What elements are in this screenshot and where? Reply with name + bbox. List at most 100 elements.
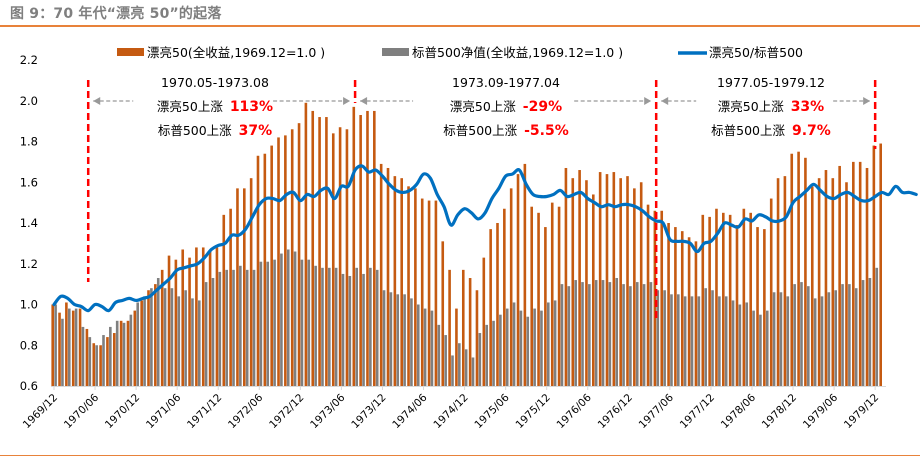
bar-nifty50 xyxy=(722,212,725,386)
legend: 漂亮50(全收益,1969.12=1.0 ) 标普500净值(全收益,1969.… xyxy=(117,45,803,60)
legend-label-nifty50: 漂亮50(全收益,1969.12=1.0 ) xyxy=(147,45,325,60)
arrow-right-icon xyxy=(343,97,351,105)
bar-sp500 xyxy=(841,284,844,386)
x-tick-label: 1976/06 xyxy=(555,391,595,431)
bar-nifty50 xyxy=(742,208,746,386)
bar-nifty50 xyxy=(749,212,752,386)
bar-nifty50 xyxy=(516,174,520,386)
bar-sp500 xyxy=(321,267,324,386)
bar-nifty50 xyxy=(181,249,185,386)
bar-nifty50 xyxy=(420,198,424,386)
bar-sp500 xyxy=(546,302,550,386)
ratio-line-group xyxy=(52,164,918,313)
x-tick-label: 1972/12 xyxy=(267,392,306,431)
bar-sp500 xyxy=(341,273,345,386)
bar-sp500 xyxy=(485,324,489,386)
bar-sp500 xyxy=(143,296,146,386)
bar-nifty50 xyxy=(284,135,287,386)
bar-nifty50 xyxy=(468,278,472,386)
bar-nifty50 xyxy=(646,204,650,386)
bar-sp500 xyxy=(451,355,454,386)
bar-nifty50 xyxy=(763,229,766,386)
bar-nifty50 xyxy=(106,337,109,386)
bar-nifty50 xyxy=(701,214,705,386)
bar-nifty50 xyxy=(653,210,657,386)
bar-sp500 xyxy=(471,357,475,386)
annotation-period: 1977.05-1979.12 xyxy=(717,75,825,90)
bar-nifty50 xyxy=(735,225,739,386)
ratio-line xyxy=(52,164,918,313)
bar-sp500 xyxy=(163,288,167,386)
bar-nifty50 xyxy=(448,269,451,386)
bar-sp500 xyxy=(724,296,728,386)
bar-nifty50 xyxy=(715,208,718,386)
bar-nifty50 xyxy=(407,186,410,386)
bar-nifty50 xyxy=(865,167,869,386)
bar-sp500 xyxy=(656,290,660,386)
bar-nifty50 xyxy=(229,208,232,386)
bar-nifty50 xyxy=(838,165,841,386)
bar-nifty50 xyxy=(414,188,417,386)
bar-sp500 xyxy=(868,278,872,386)
bar-nifty50 xyxy=(557,206,561,386)
bar-sp500 xyxy=(54,304,57,386)
bar-nifty50 xyxy=(728,214,732,386)
bar-sp500 xyxy=(533,308,536,386)
bar-nifty50 xyxy=(92,343,96,386)
annotation-2: 1973.09-1977.04 漂亮50上涨 -29% 标普500上涨 -5.5… xyxy=(443,75,568,139)
bar-nifty50 xyxy=(400,178,403,386)
bar-sp500 xyxy=(88,337,92,386)
bar-nifty50 xyxy=(769,198,773,386)
bar-nifty50 xyxy=(879,143,882,386)
bar-sp500 xyxy=(410,298,413,386)
x-tick-label: 1969/12 xyxy=(21,392,60,431)
bar-sp500 xyxy=(259,261,263,386)
bar-nifty50 xyxy=(249,178,253,386)
bar-nifty50 xyxy=(680,231,684,386)
bar-sp500 xyxy=(779,292,783,386)
legend-label-ratio: 漂亮50/标普500 xyxy=(709,45,803,60)
annotation-label: 标普500上涨 xyxy=(158,123,232,138)
x-tick-label: 1970/06 xyxy=(62,391,102,431)
title-rule xyxy=(0,25,920,27)
bar-nifty50 xyxy=(496,223,499,386)
bar-sp500 xyxy=(293,251,297,386)
y-axis: 0.6 0.8 1.0 1.2 1.4 1.6 1.8 2.0 2.2 xyxy=(20,53,38,393)
bar-nifty50 xyxy=(804,157,807,386)
bar-sp500 xyxy=(129,314,133,386)
bar-sp500 xyxy=(61,318,64,386)
bar-sp500 xyxy=(834,290,837,386)
x-tick-label: 1972/06 xyxy=(226,391,266,431)
bar-nifty50 xyxy=(591,194,595,386)
bar-nifty50 xyxy=(188,257,191,386)
bar-sp500 xyxy=(629,286,632,386)
bar-nifty50 xyxy=(290,129,294,386)
bar-nifty50 xyxy=(195,247,198,386)
bar-sp500 xyxy=(512,302,516,386)
bar-nifty50 xyxy=(810,186,814,386)
x-tick-label: 1979/06 xyxy=(801,391,841,431)
bar-nifty50 xyxy=(756,227,759,386)
bar-sp500 xyxy=(362,273,365,386)
y-tick-label: 2.0 xyxy=(20,94,38,108)
bar-sp500 xyxy=(718,296,721,386)
bar-nifty50 xyxy=(544,227,547,386)
dividers xyxy=(86,80,877,322)
legend-swatch-nifty50 xyxy=(117,48,144,56)
x-tick-label: 1978/12 xyxy=(760,392,799,431)
bar-sp500 xyxy=(245,269,249,386)
bar-nifty50 xyxy=(160,269,164,386)
annotation-line2: 标普500上涨 37% xyxy=(158,123,272,139)
bar-nifty50 xyxy=(352,106,356,387)
arrow-right-icon xyxy=(644,97,652,105)
bar-sp500 xyxy=(280,253,283,386)
bar-sp500 xyxy=(635,282,639,386)
bar-sp500 xyxy=(492,320,495,386)
bar-nifty50 xyxy=(626,176,629,386)
bar-nifty50 xyxy=(85,328,89,386)
bar-sp500 xyxy=(615,278,619,386)
bar-sp500 xyxy=(786,296,790,386)
bar-sp500 xyxy=(854,288,858,386)
annotation-line2: 标普500上涨 -5.5% xyxy=(443,123,568,139)
